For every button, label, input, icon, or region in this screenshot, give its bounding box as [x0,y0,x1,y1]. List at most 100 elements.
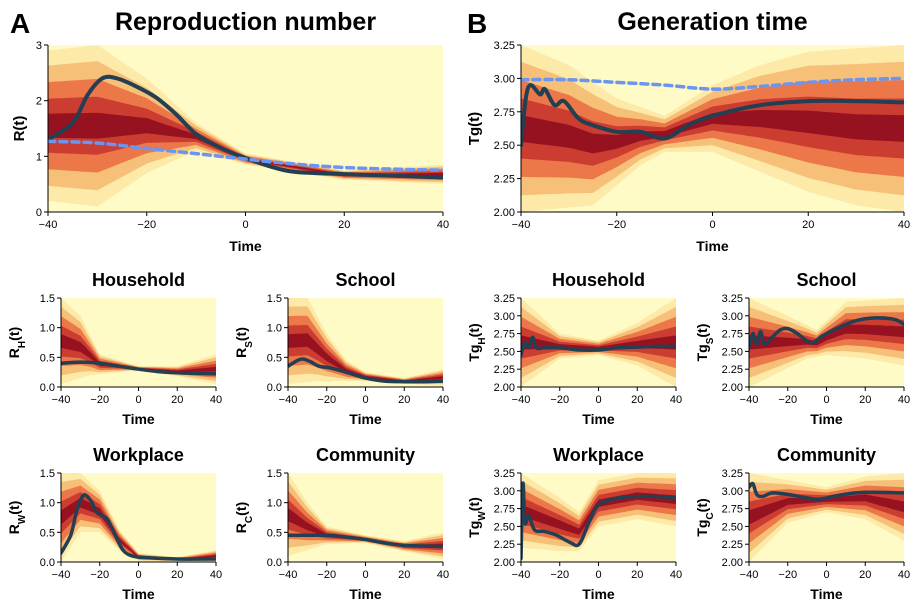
chart-B-community: −40 −20 0 20 40 2.00 2.25 2.50 2.75 3.00 3.25 Commu… [694,445,910,602]
x-tick-label: 0 [362,569,368,581]
x-tick-label: 40 [437,394,449,406]
x-tick-label: −20 [550,569,569,581]
x-tick-label: 0 [242,219,248,231]
y-tick-label: 1.0 [40,323,55,335]
density-layer-4 [521,326,676,359]
chart-A-household: −40 −20 0 20 40 0.0 0.5 1.0 1.5 Household Time RH(t… [6,270,222,427]
y-tick-label: 3.25 [722,468,743,480]
x-tick-label: 0 [823,394,829,406]
chart-title: Community [777,445,876,465]
x-tick-label: 0 [595,569,601,581]
x-tick-label: 0 [709,219,715,231]
y-tick-label: 3.25 [722,293,743,305]
median-line [48,74,443,180]
median-line [521,335,676,357]
median-line [288,357,443,384]
y-tick-label: 0.0 [267,382,282,394]
y-tick-label: 2.25 [722,539,743,551]
chart-title: Workplace [93,445,184,465]
x-tick-label: 20 [859,569,871,581]
y-tick-label: 1.5 [267,468,282,480]
y-tick-label: 0 [36,207,42,219]
x-tick-label: −40 [52,394,71,406]
x-axis-label: Time [122,411,155,427]
x-tick-label: 40 [898,569,910,581]
x-tick-label: −40 [52,569,71,581]
y-tick-label: 2.75 [494,504,515,516]
y-tick-label: 3.00 [722,311,743,323]
density-layer-3 [48,78,443,181]
x-tick-label: −40 [512,219,531,231]
x-tick-label: 20 [859,394,871,406]
chart-A-main: −40 −20 0 20 40 0 1 2 3 Reproduction number Time R(… [11,8,449,254]
y-tick-label: 2.00 [494,207,515,219]
y-tick-label: 1 [36,151,42,163]
y-tick-label: 0.0 [40,557,55,569]
y-tick-label: 3.25 [494,293,515,305]
x-tick-label: −40 [512,569,531,581]
y-tick-label: 2.50 [494,521,515,533]
x-tick-label: −20 [607,219,626,231]
panel-label-a: A [10,8,30,39]
x-tick-label: −40 [512,394,531,406]
x-axis-label: Time [122,586,155,602]
x-tick-label: 0 [362,394,368,406]
y-tick-label: 2.75 [722,329,743,341]
y-tick-label: 2.75 [494,329,515,341]
chart-B-main: −40 −20 0 20 40 2.00 2.25 2.50 2.75 3.00 3.25 Gener… [466,8,910,254]
x-tick-label: 20 [631,394,643,406]
y-tick-label: 3.00 [494,311,515,323]
y-tick-label: 2.75 [722,504,743,516]
y-tick-label: 0.5 [267,352,282,364]
y-axis-label: Tg(t) [466,112,483,145]
x-tick-label: 40 [437,569,449,581]
density-layer-4 [48,96,443,178]
y-tick-label: 0.0 [267,557,282,569]
median-line [61,493,216,561]
median-line [521,83,904,148]
density-layer-5 [521,109,904,154]
panel-label-b: B [467,8,487,39]
x-tick-label: −40 [39,219,58,231]
density-band [521,45,904,212]
y-axis-label: TgC(t) [694,498,716,536]
chart-B-school: −40 −20 0 20 40 2.00 2.25 2.50 2.75 3.00 3.25 Schoo… [694,270,910,427]
density-layer-5 [749,494,904,525]
y-tick-label: 3.25 [494,40,515,52]
x-axis-label: Time [349,586,382,602]
y-tick-label: 2.00 [494,382,515,394]
y-tick-label: 2.50 [494,346,515,358]
y-tick-label: 2.25 [722,364,743,376]
y-tick-label: 2.50 [722,521,743,533]
x-tick-label: −20 [778,394,797,406]
reference-line [521,76,904,91]
y-axis-label: R(t) [11,116,28,142]
x-tick-label: 20 [398,569,410,581]
density-layer-2 [521,306,676,379]
x-tick-label: 20 [802,219,814,231]
chart-title: Generation time [617,8,807,36]
y-tick-label: 3 [36,40,42,52]
x-axis-label: Time [810,586,843,602]
y-tick-label: 2.25 [494,539,515,551]
x-tick-label: 40 [670,569,682,581]
x-tick-label: −20 [317,394,336,406]
y-tick-label: 1.5 [40,468,55,480]
density-layer-1 [48,45,443,207]
y-tick-label: 0.0 [40,382,55,394]
x-axis-label: Time [582,586,615,602]
x-axis-label: Time [349,411,382,427]
x-tick-label: 40 [210,569,222,581]
x-tick-label: 40 [437,219,449,231]
chart-A-school: −40 −20 0 20 40 0.0 0.5 1.0 1.5 School Time RS(t) [233,270,449,427]
x-axis-label: Time [696,238,729,254]
x-axis-label: Time [810,411,843,427]
y-tick-label: 0.5 [40,352,55,364]
x-tick-label: 0 [135,569,141,581]
density-layer-3 [521,316,676,369]
x-tick-label: 20 [171,394,183,406]
chart-A-community: −40 −20 0 20 40 0.0 0.5 1.0 1.5 Community Time RC(t… [233,445,449,602]
x-tick-label: 20 [338,219,350,231]
x-tick-label: −40 [279,569,298,581]
density-layer-5 [48,112,443,176]
